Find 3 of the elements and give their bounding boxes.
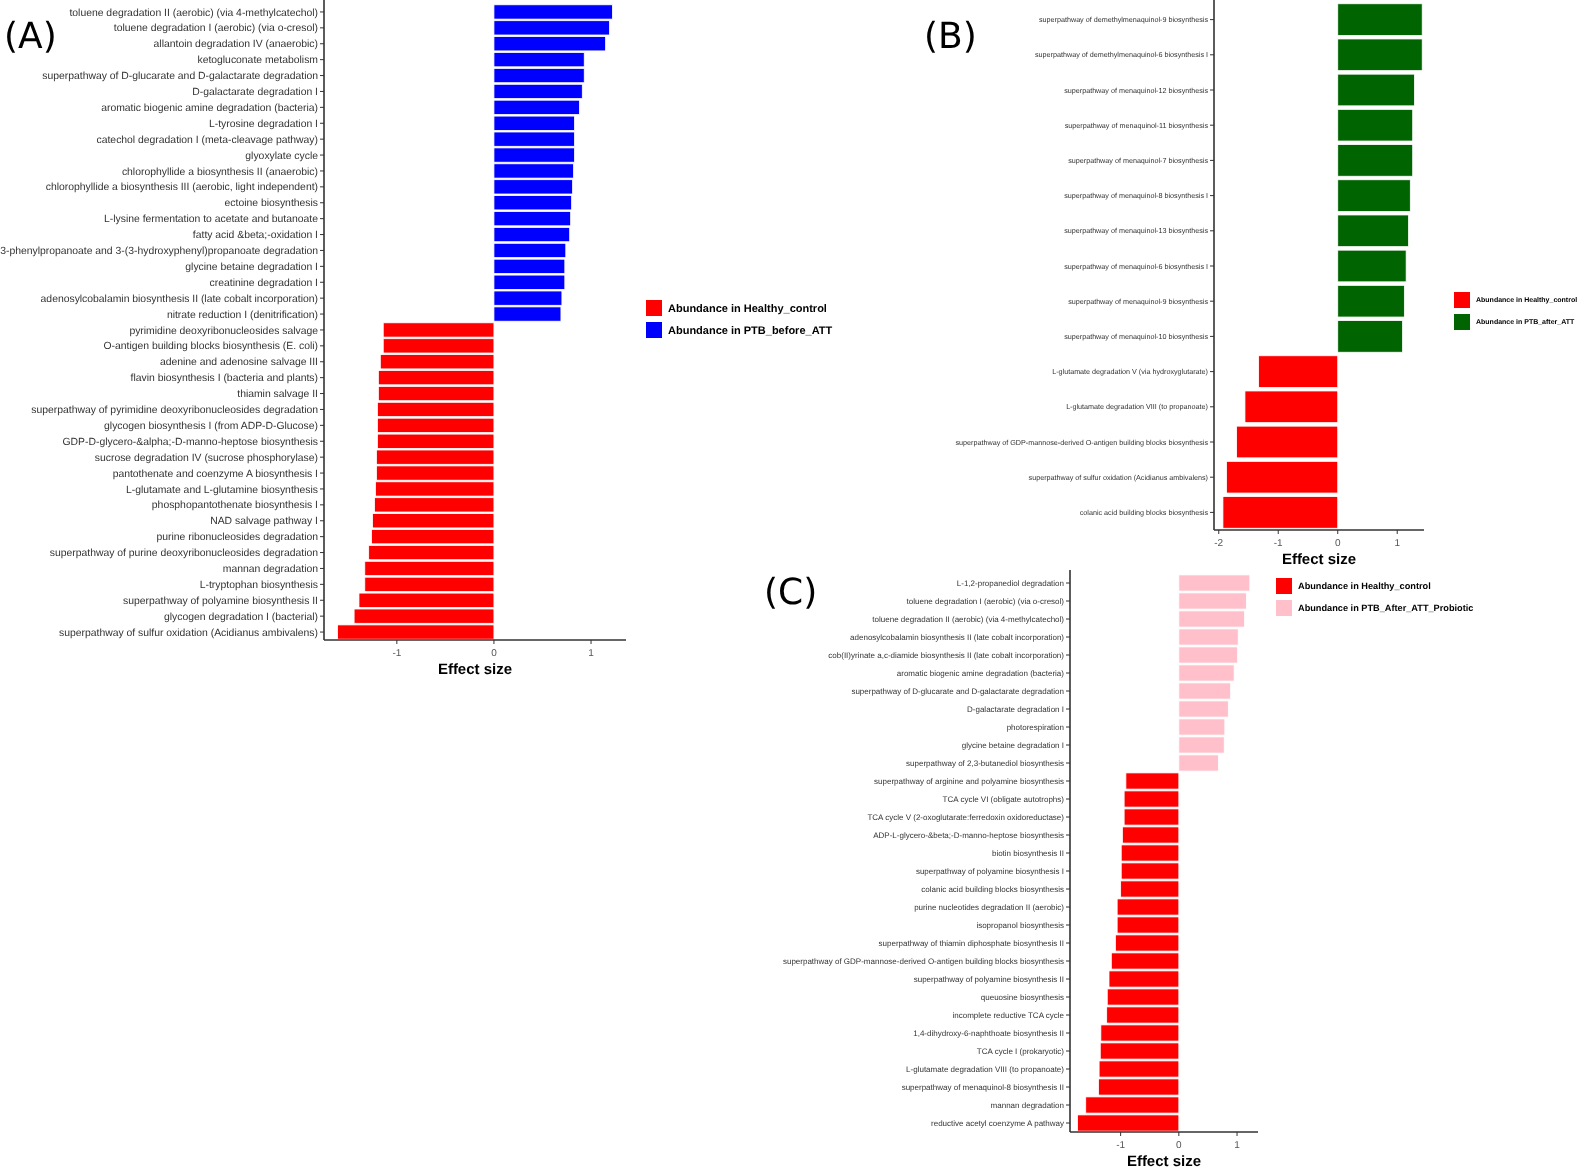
- text: (B): [924, 16, 977, 58]
- text: (A): [4, 16, 57, 58]
- chart-title: (C): [764, 572, 818, 614]
